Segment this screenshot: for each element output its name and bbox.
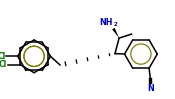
Text: NH: NH bbox=[99, 18, 113, 27]
Text: Cl: Cl bbox=[0, 52, 6, 61]
Text: N: N bbox=[147, 84, 154, 93]
Polygon shape bbox=[112, 28, 119, 38]
Text: Cl: Cl bbox=[0, 60, 7, 69]
Text: 2: 2 bbox=[113, 22, 117, 27]
